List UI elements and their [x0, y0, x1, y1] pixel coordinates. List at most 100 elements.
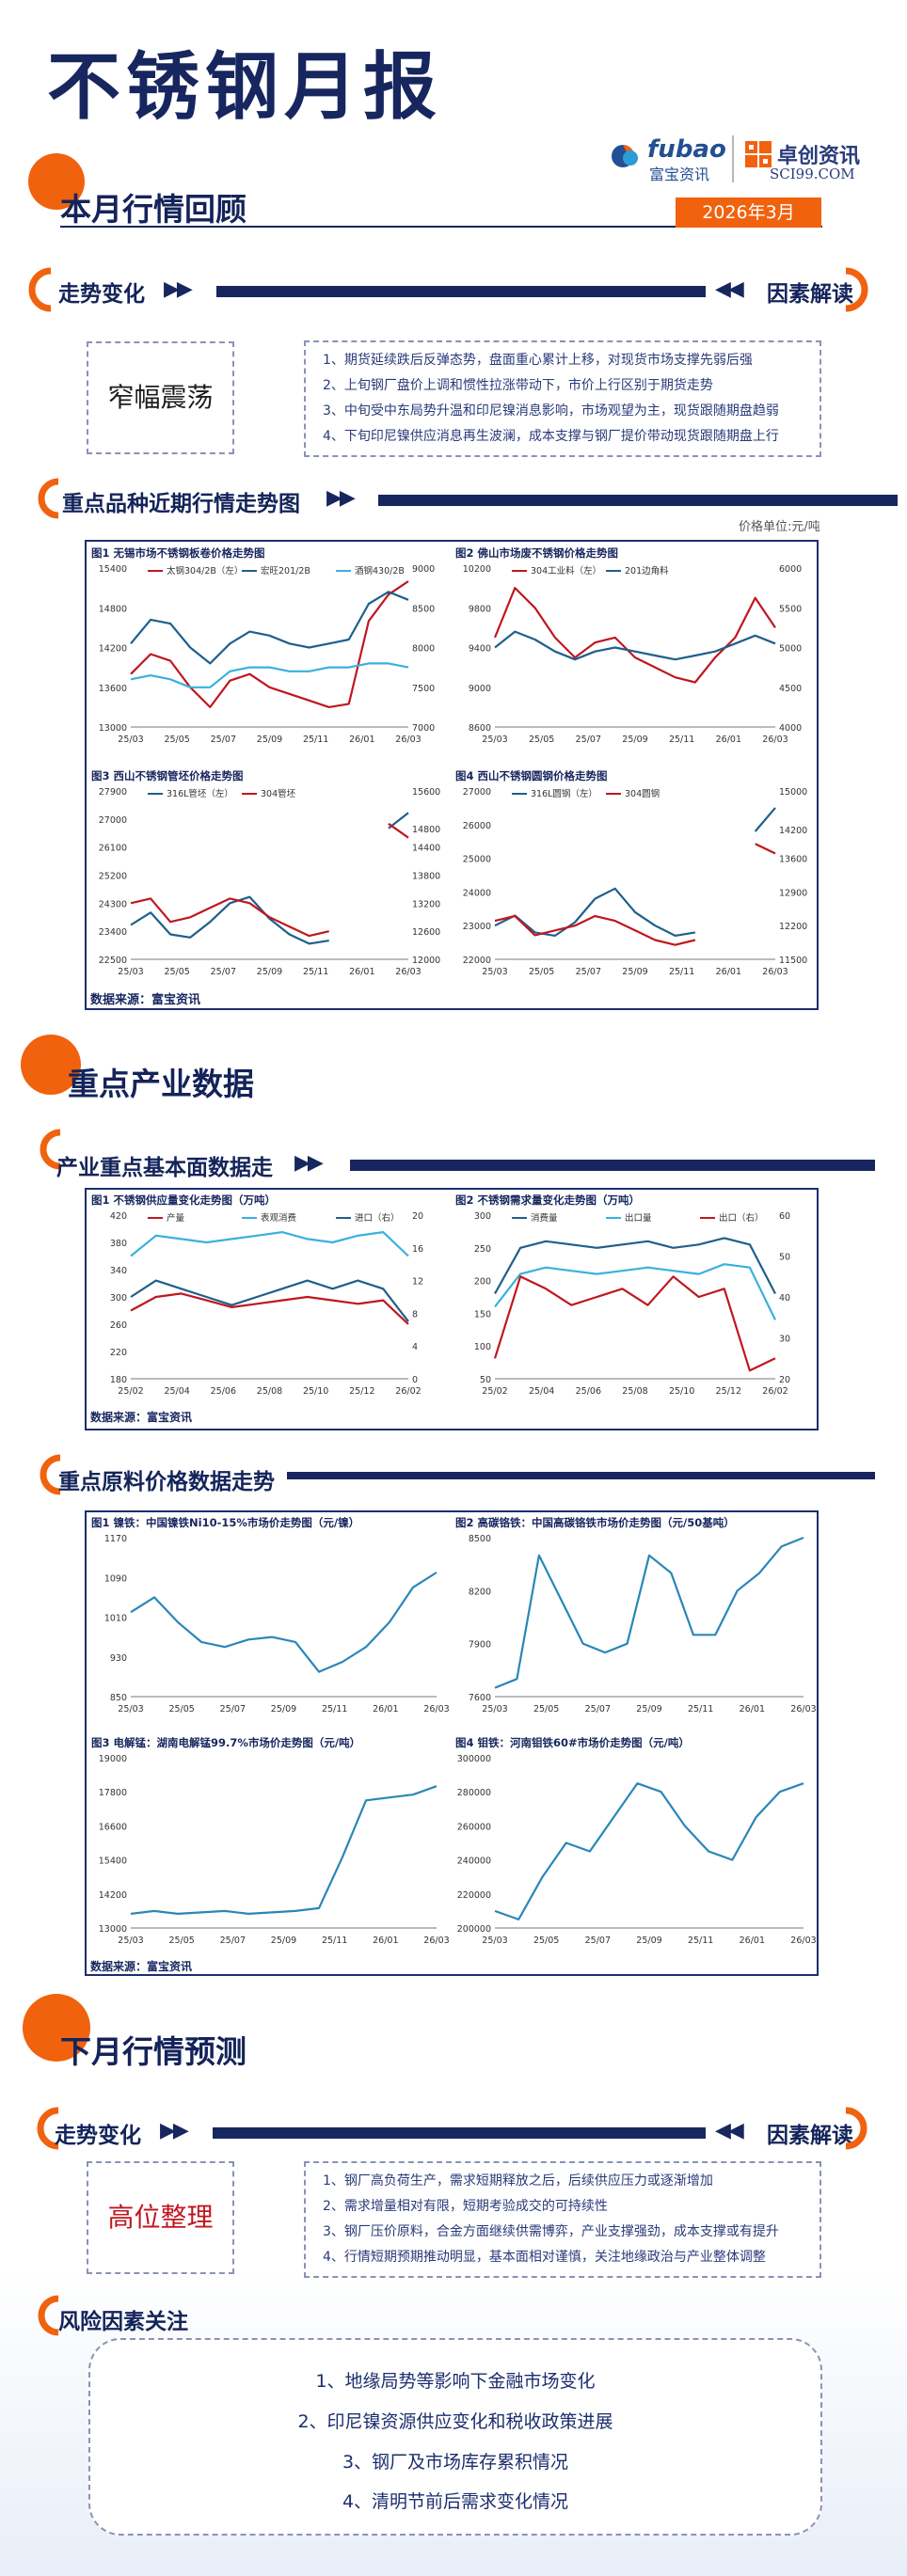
- legend-label: 出口量: [625, 1212, 652, 1224]
- x-tick-label: 25/05: [533, 1936, 559, 1946]
- legend-label: 酒钢430/2B: [355, 565, 405, 577]
- left-tick-label: 420: [110, 1211, 127, 1222]
- sci99-logo-icon: [745, 141, 772, 167]
- risk-item: 2、印尼镍资源供应变化和税收政策进展: [297, 2411, 613, 2432]
- raw-material-charts-panel: [85, 1510, 819, 1976]
- x-tick-label: 25/09: [636, 1704, 661, 1715]
- trend-label: 走势变化: [58, 282, 145, 307]
- chart-title: 图2 佛山市场废不锈钢价格走势图: [455, 546, 618, 560]
- risk-box: 1、地缘局势等影响下金融市场变化 2、印尼镍资源供应变化和税收政策进展 3、钢厂…: [88, 2338, 822, 2536]
- factor-item: 2、上旬钢厂盘价上调和惯性拉涨带动下，市价上行区别于期货走势: [323, 378, 713, 393]
- left-tick-label: 300: [110, 1293, 127, 1304]
- arrow-right-icon: ▶▶: [164, 277, 193, 301]
- left-tick-label: 26100: [99, 844, 127, 854]
- data-source: 数据来源：富宝资讯: [90, 1960, 193, 1973]
- fubao-brand-name: fubao: [647, 135, 726, 164]
- left-tick-label: 25200: [99, 872, 127, 882]
- x-tick-label: 26/01: [349, 967, 374, 977]
- left-tick-label: 19000: [99, 1754, 127, 1764]
- chart-4: 图4 西山不锈钢圆钢价格走势图 27000 26000 25000 24000 23000…: [455, 769, 807, 977]
- x-tick-label: 25/05: [164, 967, 189, 977]
- fundamental-charts-panel: [85, 1188, 819, 1430]
- divider-bar: [213, 2127, 706, 2139]
- section-circle-decoration: [23, 1994, 90, 2062]
- x-tick-label: 25/03: [482, 967, 507, 977]
- chart-8: 图2 高碳铬铁：中国高碳铬铁市场价走势图（元/50基吨） 8500 8200 7900…: [455, 1516, 817, 1715]
- legend-label: 出口（右）: [719, 1212, 764, 1224]
- factor-label: 因素解读: [767, 282, 853, 307]
- left-tick-label: 15400: [99, 564, 127, 575]
- left-tick-label: 26000: [463, 821, 491, 831]
- left-tick-label: 14800: [99, 604, 127, 614]
- series-line: [130, 812, 409, 945]
- left-tick-label: 8600: [469, 723, 491, 734]
- legend-label: 304圆钢: [625, 788, 660, 799]
- left-tick-label: 17800: [99, 1788, 127, 1798]
- chart-title: 图3 电解锰：湖南电解锰99.7%市场价走势图（元/吨）: [91, 1736, 360, 1749]
- series-line: [130, 591, 409, 665]
- x-tick-label: 25/10: [303, 1386, 328, 1397]
- right-tick-label: 7000: [412, 723, 435, 734]
- x-tick-label: 26/03: [423, 1936, 449, 1946]
- right-tick-label: 6000: [779, 564, 802, 575]
- x-tick-label: 25/03: [118, 735, 143, 745]
- right-tick-label: 8: [412, 1309, 418, 1320]
- left-tick-label: 50: [480, 1375, 491, 1385]
- right-tick-label: 14200: [779, 826, 807, 836]
- x-tick-label: 25/11: [303, 735, 328, 745]
- right-tick-label: 50: [779, 1253, 790, 1263]
- price-charts-panel: [85, 540, 819, 1010]
- right-tick-label: 8500: [412, 604, 435, 614]
- x-tick-label: 25/09: [622, 735, 647, 745]
- half-ring-decoration: [28, 267, 52, 312]
- price-chart-heading: 重点品种近期行情走势图: [62, 492, 300, 516]
- series-line: [494, 1536, 804, 1689]
- factor-list: 1、期货延续跌后反弹态势，盘面重心累计上移，对现货市场支撑先弱后强 2、上旬钢厂…: [306, 342, 819, 450]
- legend-label: 产量: [167, 1212, 185, 1224]
- left-tick-label: 25000: [463, 855, 491, 865]
- series-line: [130, 1785, 438, 1915]
- right-tick-label: 8000: [412, 644, 435, 655]
- price-unit-note: 价格单位:元/吨: [739, 520, 820, 534]
- legend-label: 表观消费: [261, 1212, 296, 1224]
- legend-label: 304工业料（左）: [531, 565, 601, 577]
- risk-heading: 风险因素关注: [58, 2310, 188, 2334]
- brand-separator: [732, 135, 734, 182]
- right-tick-label: 13600: [779, 855, 807, 865]
- right-tick-label: 4: [412, 1342, 418, 1352]
- left-tick-label: 340: [110, 1266, 127, 1276]
- left-tick-label: 15400: [99, 1857, 127, 1867]
- x-tick-label: 25/07: [576, 967, 601, 977]
- right-tick-label: 12600: [412, 927, 440, 938]
- chart-9: 图3 电解锰：湖南电解锰99.7%市场价走势图（元/吨） 19000 17800 16…: [91, 1736, 450, 1946]
- data-source: 数据来源：富宝资讯: [90, 993, 201, 1007]
- right-tick-label: 7500: [412, 684, 435, 694]
- series-line: [494, 843, 776, 946]
- left-tick-label: 27900: [99, 787, 127, 798]
- x-tick-label: 25/07: [585, 1936, 611, 1946]
- left-tick-label: 930: [110, 1653, 127, 1664]
- legend-label: 宏旺201/2B: [261, 565, 310, 577]
- factor-item: 1、钢厂高负荷生产，需求短期释放之后，后续供应压力或逐渐增加: [323, 2173, 713, 2189]
- left-tick-label: 240000: [457, 1857, 491, 1867]
- series-line: [130, 1292, 409, 1325]
- x-tick-label: 25/04: [529, 1386, 554, 1397]
- x-tick-label: 25/02: [482, 1386, 507, 1397]
- x-tick-label: 25/03: [118, 1936, 143, 1946]
- left-tick-label: 9800: [469, 604, 491, 614]
- x-tick-label: 25/11: [303, 967, 328, 977]
- right-tick-label: 14400: [412, 844, 440, 854]
- right-tick-label: 20: [779, 1375, 790, 1385]
- x-tick-label: 26/03: [762, 967, 788, 977]
- left-tick-label: 23000: [463, 922, 491, 932]
- x-tick-label: 26/03: [790, 1936, 816, 1946]
- left-tick-label: 200000: [457, 1924, 491, 1935]
- left-tick-label: 8200: [469, 1587, 491, 1597]
- right-tick-label: 5500: [779, 604, 802, 614]
- factor-item: 4、行情短期预期推动明显，基本面相对谨慎，关注地缘政治与产业整体调整: [323, 2250, 766, 2265]
- chart-title: 图2 高碳铬铁：中国高碳铬铁市场价走势图（元/50基吨）: [455, 1516, 735, 1529]
- x-tick-label: 25/09: [271, 1936, 296, 1946]
- arrow-right-icon: ▶▶: [160, 2119, 189, 2142]
- factor-list: 1、钢厂高负荷生产，需求短期释放之后，后续供应压力或逐渐增加 2、需求增量相对有…: [306, 2163, 819, 2270]
- half-ring-decoration: [40, 1129, 61, 1170]
